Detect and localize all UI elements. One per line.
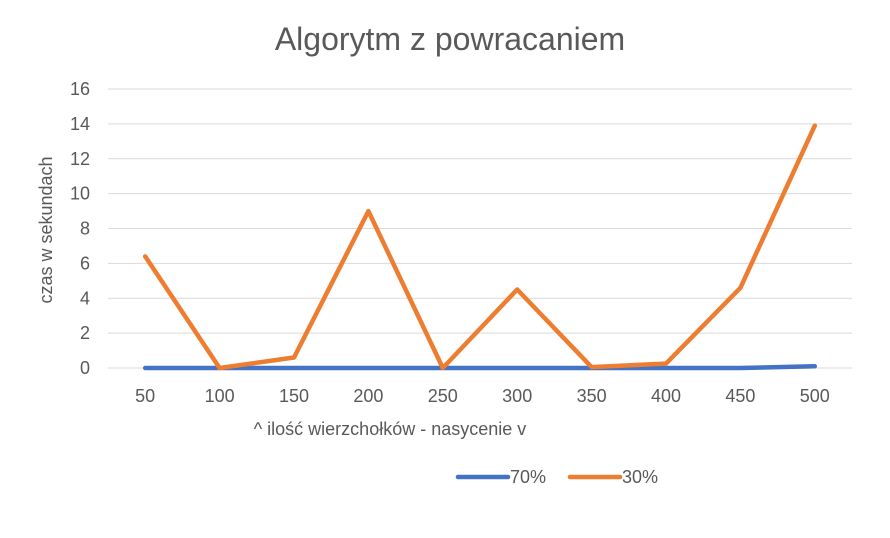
legend-label: 70% <box>510 467 546 487</box>
legend-label: 30% <box>622 467 658 487</box>
legend: 70% 30% <box>455 467 658 487</box>
x-tick-label: 50 <box>135 386 155 406</box>
series-line-0 <box>142 364 818 371</box>
y-tick-label: 4 <box>80 288 90 308</box>
series-line-1 <box>142 123 818 371</box>
x-tick-label: 450 <box>725 386 755 406</box>
series-lines <box>142 123 818 371</box>
y-tick-label: 16 <box>70 79 90 99</box>
chart-title: Algorytm z powracaniem <box>275 21 625 57</box>
y-tick-label: 14 <box>70 114 90 134</box>
x-tick-label: 300 <box>502 386 532 406</box>
x-axis-ticks: 50 100 150 200 250 300 350 400 450 500 <box>135 386 830 406</box>
y-tick-label: 10 <box>70 184 90 204</box>
y-tick-label: 0 <box>80 358 90 378</box>
x-tick-label: 500 <box>800 386 830 406</box>
y-tick-label: 2 <box>80 323 90 343</box>
x-tick-label: 250 <box>428 386 458 406</box>
y-tick-label: 8 <box>80 219 90 239</box>
x-axis-label: ^ ilość wierzchołków - nasycenie v <box>254 419 527 439</box>
x-tick-label: 350 <box>577 386 607 406</box>
y-tick-label: 6 <box>80 253 90 273</box>
gridlines <box>108 88 852 369</box>
y-axis-ticks: 0 2 4 6 8 10 12 14 16 <box>70 79 90 378</box>
x-tick-label: 400 <box>651 386 681 406</box>
x-tick-label: 200 <box>353 386 383 406</box>
y-axis-label: czas w sekundach <box>36 156 56 303</box>
x-tick-label: 100 <box>205 386 235 406</box>
y-tick-label: 12 <box>70 149 90 169</box>
x-tick-label: 150 <box>279 386 309 406</box>
